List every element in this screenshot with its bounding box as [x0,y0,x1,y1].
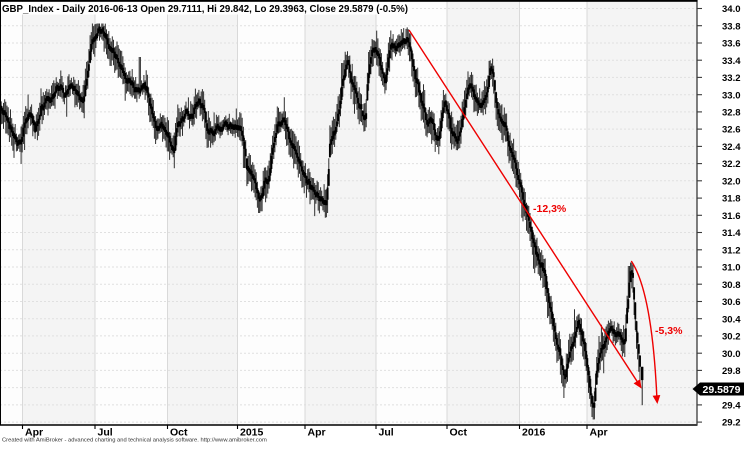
svg-text:Jul: Jul [379,427,394,439]
svg-text:30.4: 30.4 [722,314,741,325]
svg-text:30.8: 30.8 [722,280,741,291]
svg-text:29.5879: 29.5879 [703,384,741,396]
svg-text:29.8: 29.8 [722,366,741,377]
svg-text:31.2: 31.2 [722,245,741,256]
svg-text:Apr: Apr [308,427,326,439]
svg-text:Created with AmiBroker - advan: Created with AmiBroker - advanced charti… [2,438,267,444]
svg-text:31.6: 31.6 [722,211,741,222]
svg-text:33.2: 33.2 [722,73,741,84]
svg-text:31.0: 31.0 [722,263,741,274]
svg-text:32.0: 32.0 [722,176,741,187]
svg-text:2016: 2016 [522,427,546,439]
svg-text:32.6: 32.6 [722,125,741,136]
svg-text:29.2: 29.2 [722,418,741,429]
svg-text:Oct: Oct [450,427,468,439]
svg-text:31.4: 31.4 [722,228,741,239]
svg-text:30.2: 30.2 [722,332,741,343]
svg-text:GBP_Index - Daily 2016-06-13 O: GBP_Index - Daily 2016-06-13 Open 29.711… [2,4,408,15]
svg-text:32.2: 32.2 [722,159,741,170]
svg-text:32.4: 32.4 [722,142,741,153]
svg-text:30.6: 30.6 [722,297,741,308]
svg-text:29.4: 29.4 [722,401,741,412]
svg-text:Apr: Apr [590,427,608,439]
svg-text:33.6: 33.6 [722,39,741,50]
svg-text:34.0: 34.0 [722,4,741,15]
svg-text:33.4: 33.4 [722,56,741,67]
svg-text:33.8: 33.8 [722,21,741,32]
svg-text:30.0: 30.0 [722,349,741,360]
svg-text:31.8: 31.8 [722,194,741,205]
svg-text:33.0: 33.0 [722,90,741,101]
svg-text:32.8: 32.8 [722,108,741,119]
svg-text:-12,3%: -12,3% [533,203,567,215]
svg-text:-5,3%: -5,3% [655,325,683,337]
